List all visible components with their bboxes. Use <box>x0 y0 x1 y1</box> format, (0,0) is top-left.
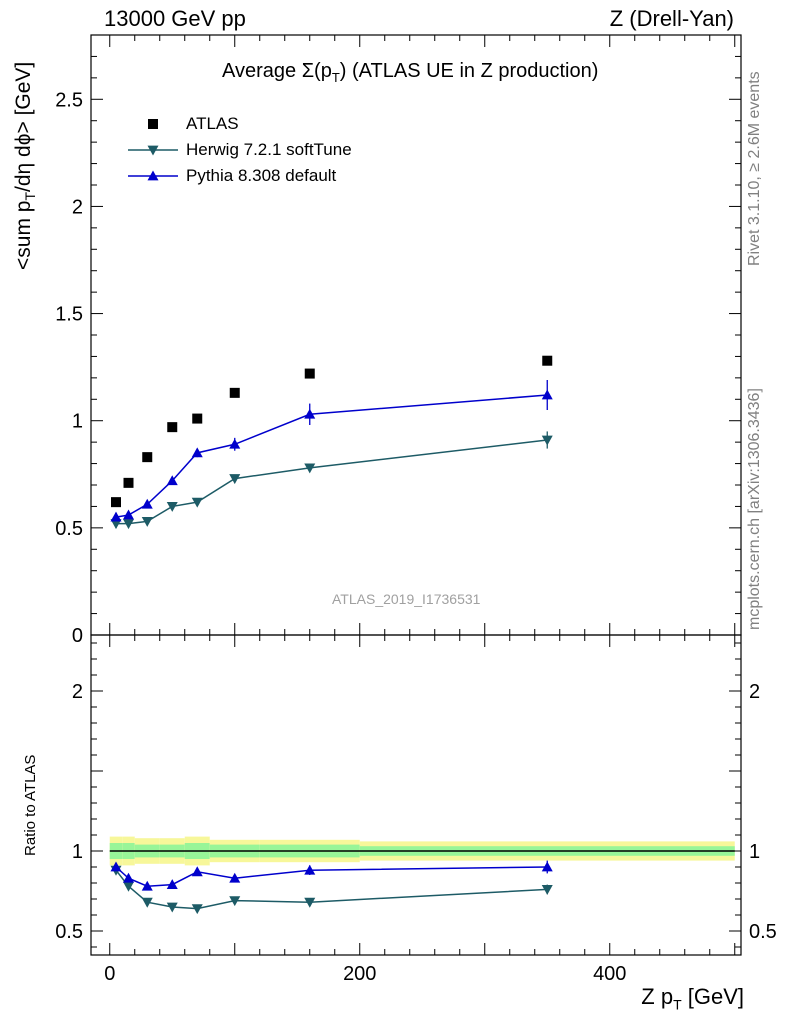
legend-label-pythia: Pythia 8.308 default <box>186 166 337 185</box>
title-sub: T <box>331 70 340 85</box>
pythia-data-point <box>304 408 316 419</box>
herwig-ratio-point <box>191 904 203 915</box>
herwig-data-point <box>229 474 241 485</box>
pythia-ratio-point <box>541 861 553 872</box>
herwig-data-point <box>304 463 316 474</box>
atlas-data-point <box>542 355 553 366</box>
legend-marker-atlas <box>148 119 158 129</box>
pythia-ratio-point <box>123 872 134 883</box>
atlas-data-point <box>167 422 178 433</box>
y-tick-label: 2 <box>72 196 83 218</box>
pythia-ratio-point <box>304 864 316 875</box>
herwig-data-point <box>141 517 153 527</box>
rivet-version-label: Rivet 3.1.10, ≥ 2.6M events <box>746 71 763 266</box>
pythia-data-point <box>166 475 178 486</box>
herwig-ratio-point <box>541 885 553 895</box>
pythia-ratio-point <box>141 880 153 891</box>
legend-marker-pythia <box>147 170 159 181</box>
herwig-ratio-point <box>123 881 134 892</box>
herwig-data-point <box>123 519 134 530</box>
atlas-data-point <box>111 497 121 508</box>
herwig-ratio-point <box>141 897 153 908</box>
pythia-ratio-point <box>110 861 122 872</box>
y-tick-label: 2.5 <box>55 89 83 111</box>
ylabel-part-1: <sum p <box>12 200 35 270</box>
legend-label-atlas: ATLAS <box>186 114 239 133</box>
pythia-data-point <box>229 438 241 449</box>
herwig-ratio-line <box>115 869 548 910</box>
analysis-watermark: ATLAS_2019_I1736531 <box>332 591 481 607</box>
herwig-ratio-point <box>304 897 316 908</box>
title-rest: ) (ATLAS UE in Z production) <box>339 60 599 82</box>
herwig-ratio-point <box>229 896 241 907</box>
mcplots-reference-label: mcplots.cern.ch [arXiv:1306.3436] <box>746 388 763 630</box>
legend-label-herwig: Herwig 7.2.1 softTune <box>186 140 352 159</box>
pythia-data-point <box>110 511 122 522</box>
ratio-tick-label: 1 <box>72 841 83 863</box>
ratio-plot-frame <box>90 634 742 956</box>
ratio-tick-label: 0.5 <box>749 921 777 943</box>
xlabel-part-1: Z p <box>641 984 674 1009</box>
xlabel-sub: T <box>673 996 682 1013</box>
pythia-data-point <box>191 447 203 458</box>
x-axis-label: Z pT [GeV] <box>641 984 744 1012</box>
atlas-data-point <box>142 452 153 463</box>
ratio-tick-label: 0.5 <box>55 921 83 943</box>
x-tick-label: 400 <box>593 963 626 985</box>
pythia-data-point <box>141 498 153 509</box>
pythia-ratio-line <box>115 866 548 887</box>
herwig-series-line <box>116 439 548 525</box>
process-label: Z (Drell-Yan) <box>609 6 734 31</box>
herwig-ratio-point <box>166 902 178 913</box>
herwig-data-point <box>541 435 553 446</box>
ratio-tick-label: 1 <box>749 841 760 863</box>
ratio-tick-label: 2 <box>749 681 760 703</box>
pythia-series-line <box>115 394 548 518</box>
beam-energy-label: 13000 GeV pp <box>104 6 246 31</box>
atlas-data-point <box>123 477 134 488</box>
y-axis-label: <sum pT/dη dϕ> [GeV] <box>12 62 38 270</box>
y-tick-label: 1 <box>72 411 83 433</box>
y-tick-label: 1.5 <box>55 304 83 326</box>
herwig-data-point <box>110 519 122 530</box>
atlas-data-point <box>304 368 315 379</box>
pythia-data-point <box>541 389 553 400</box>
ratio-tick-label: 2 <box>72 681 83 703</box>
x-tick-label: 200 <box>343 963 376 985</box>
ylabel-part-2: /dη dϕ> [GeV] <box>12 61 35 192</box>
pythia-ratio-point <box>166 879 178 889</box>
pythia-data-point <box>123 509 134 520</box>
plot-title: Average Σ(pT) (ATLAS UE in Z production) <box>222 60 598 85</box>
atlas-data-point <box>229 387 240 398</box>
ratio-axis-label: Ratio to ATLAS <box>22 754 39 856</box>
x-tick-label: 0 <box>104 963 115 985</box>
xlabel-part-2: [GeV] <box>681 984 744 1009</box>
y-tick-label: 0.5 <box>55 518 83 540</box>
atlas-data-point <box>192 413 203 424</box>
y-tick-label: 0 <box>72 625 83 647</box>
ylabel-sub: T <box>22 191 39 201</box>
title-main: Average Σ(p <box>222 60 332 82</box>
legend-marker-herwig <box>147 145 159 156</box>
herwig-data-point <box>191 497 203 508</box>
herwig-data-point <box>166 502 178 512</box>
pythia-ratio-point <box>191 866 203 877</box>
pythia-ratio-point <box>229 872 241 883</box>
